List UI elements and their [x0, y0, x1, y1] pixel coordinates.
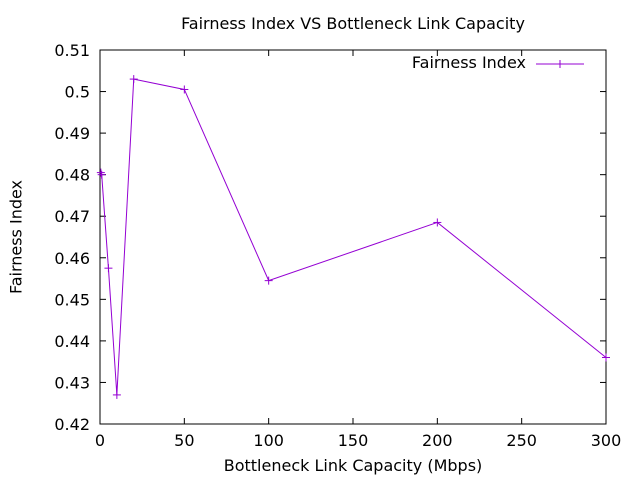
y-tick-label: 0.43 — [54, 373, 90, 392]
chart-title: Fairness Index VS Bottleneck Link Capaci… — [181, 14, 525, 33]
x-axis-label: Bottleneck Link Capacity (Mbps) — [223, 456, 483, 475]
y-tick-label: 0.44 — [54, 332, 90, 351]
data-point — [112, 390, 121, 399]
series-line — [100, 78, 607, 395]
y-tick-label: 0.5 — [65, 83, 90, 102]
x-tick-label: 300 — [591, 431, 622, 450]
data-point — [602, 353, 610, 362]
y-tick-label: 0.48 — [54, 166, 90, 185]
data-point — [96, 168, 105, 177]
tick-labels: 0 50 100 150 200 250 300 0.42 0.43 0.44 0.45 0.46 0.… — [54, 41, 621, 450]
y-tick-label: 0.47 — [54, 207, 90, 226]
data-point — [180, 85, 189, 94]
tick-marks — [99, 49, 607, 425]
y-axis-label: Fairness Index — [6, 179, 26, 295]
x-tick-label: 50 — [174, 431, 194, 450]
legend — [536, 60, 584, 68]
data-point — [433, 218, 442, 227]
y-tick-label: 0.45 — [54, 290, 90, 309]
y-tick-label: 0.49 — [54, 124, 90, 143]
plot-frame — [99, 49, 607, 425]
data-point — [104, 264, 113, 273]
x-tick-label: 100 — [253, 431, 284, 450]
y-tick-label: 0.51 — [54, 41, 90, 60]
data-point — [129, 75, 138, 84]
data-point — [97, 170, 106, 179]
series-fairness-index — [96, 75, 610, 399]
x-tick-label: 250 — [506, 431, 537, 450]
x-tick-label: 0 — [95, 431, 105, 450]
x-tick-label: 200 — [422, 431, 453, 450]
y-tick-label: 0.42 — [54, 415, 90, 434]
x-tick-label: 150 — [338, 431, 369, 450]
y-tick-label: 0.46 — [54, 249, 90, 268]
axes — [99, 49, 607, 425]
legend-label: Fairness Index — [411, 53, 526, 72]
data-point — [264, 276, 273, 285]
